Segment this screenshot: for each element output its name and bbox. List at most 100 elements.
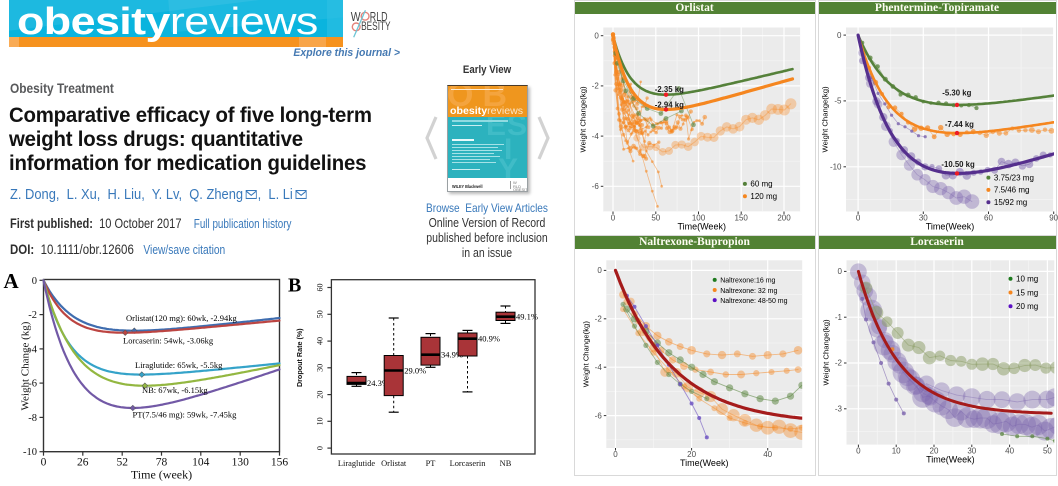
svg-text:150: 150 bbox=[735, 214, 749, 223]
svg-text:NB: 67wk, -6.15kg: NB: 67wk, -6.15kg bbox=[142, 385, 208, 395]
svg-text:34.9%: 34.9% bbox=[441, 350, 463, 360]
svg-text:0: 0 bbox=[856, 447, 861, 456]
svg-text:-2.94 kg: -2.94 kg bbox=[655, 100, 684, 109]
svg-text:0: 0 bbox=[856, 214, 861, 223]
svg-text:-4: -4 bbox=[28, 344, 37, 355]
svg-text:Naltrexone: 32 mg: Naltrexone: 32 mg bbox=[720, 288, 777, 295]
svg-text:Time(Week): Time(Week) bbox=[680, 458, 729, 468]
svg-text:-3: -3 bbox=[835, 405, 843, 414]
svg-text:15/92 mg: 15/92 mg bbox=[994, 198, 1027, 207]
svg-text:10 mg: 10 mg bbox=[1016, 275, 1038, 284]
svg-text:0: 0 bbox=[837, 31, 842, 40]
svg-text:Time(Week): Time(Week) bbox=[926, 455, 975, 465]
svg-text:29.0%: 29.0% bbox=[404, 366, 426, 376]
svg-text:Orlistat(120 mg): 60wk, -2.94k: Orlistat(120 mg): 60wk, -2.94kg bbox=[126, 313, 237, 323]
svg-text:-2.35 kg: -2.35 kg bbox=[655, 85, 684, 94]
svg-text:40: 40 bbox=[763, 450, 772, 459]
svg-text:Liraglutide: Liraglutide bbox=[338, 459, 375, 468]
svg-text:104: 104 bbox=[192, 457, 210, 469]
svg-text:0: 0 bbox=[594, 31, 599, 40]
svg-text:30: 30 bbox=[919, 214, 928, 223]
svg-text:Orlistat: Orlistat bbox=[381, 459, 407, 468]
svg-text:130: 130 bbox=[232, 457, 250, 469]
svg-text:0: 0 bbox=[613, 450, 618, 459]
svg-text:-10.50 kg: -10.50 kg bbox=[941, 160, 975, 169]
svg-text:-4: -4 bbox=[595, 363, 603, 372]
svg-text:60 mg: 60 mg bbox=[750, 180, 772, 189]
svg-text:50: 50 bbox=[1043, 447, 1052, 456]
svg-text:40: 40 bbox=[316, 337, 325, 345]
svg-text:-5: -5 bbox=[834, 97, 842, 106]
svg-text:Lorcaserin: 54wk, -3.06kg: Lorcaserin: 54wk, -3.06kg bbox=[123, 336, 214, 346]
svg-text:0: 0 bbox=[838, 267, 843, 276]
svg-text:200: 200 bbox=[777, 214, 791, 223]
svg-text:-5.30 kg: -5.30 kg bbox=[942, 89, 971, 98]
svg-text:100: 100 bbox=[692, 214, 706, 223]
svg-text:49.1%: 49.1% bbox=[516, 312, 538, 322]
svg-text:-8: -8 bbox=[28, 413, 37, 424]
svg-text:40: 40 bbox=[1005, 447, 1014, 456]
svg-text:Naltrexone:16 mg: Naltrexone:16 mg bbox=[720, 278, 775, 285]
svg-text:W: W bbox=[351, 9, 361, 24]
svg-text:-10: -10 bbox=[23, 447, 37, 458]
svg-text:-2: -2 bbox=[595, 315, 603, 324]
svg-text:-2: -2 bbox=[592, 82, 600, 91]
svg-text:NB: NB bbox=[500, 459, 512, 468]
svg-text:10: 10 bbox=[892, 447, 901, 456]
svg-text:78: 78 bbox=[156, 457, 168, 469]
svg-text:50: 50 bbox=[651, 214, 660, 223]
svg-text:90: 90 bbox=[1049, 214, 1058, 223]
svg-text:30: 30 bbox=[967, 447, 976, 456]
svg-text:A: A bbox=[4, 269, 20, 293]
svg-text:-6: -6 bbox=[592, 182, 600, 191]
svg-text:Weight Change(kg): Weight Change(kg) bbox=[579, 86, 588, 153]
svg-text:0: 0 bbox=[32, 276, 37, 287]
svg-text:60: 60 bbox=[315, 284, 324, 292]
svg-text:Time(Week): Time(Week) bbox=[926, 222, 975, 232]
svg-text:Liraglutide: 65wk, -5.5kg: Liraglutide: 65wk, -5.5kg bbox=[135, 360, 223, 370]
svg-text:20: 20 bbox=[687, 450, 696, 459]
svg-text:B: B bbox=[288, 275, 301, 297]
svg-text:0: 0 bbox=[41, 457, 47, 469]
svg-text:-4: -4 bbox=[592, 132, 600, 141]
svg-text:50: 50 bbox=[316, 310, 325, 318]
svg-text:0: 0 bbox=[597, 266, 602, 275]
svg-text:Time(Week): Time(Week) bbox=[677, 222, 726, 232]
svg-text:Dropout Rate (%): Dropout Rate (%) bbox=[295, 328, 304, 387]
svg-text:PT(7.5/46 mg): 59wk, -7.45kg: PT(7.5/46 mg): 59wk, -7.45kg bbox=[133, 410, 238, 420]
svg-text:26: 26 bbox=[77, 457, 89, 469]
svg-text:-7.44 kg: -7.44 kg bbox=[945, 120, 974, 129]
svg-text:0: 0 bbox=[611, 214, 616, 223]
svg-text:30: 30 bbox=[315, 364, 324, 372]
svg-text:20: 20 bbox=[930, 447, 939, 456]
svg-text:20 mg: 20 mg bbox=[1016, 302, 1038, 311]
svg-text:156: 156 bbox=[271, 457, 289, 469]
svg-text:-2: -2 bbox=[835, 359, 843, 368]
svg-text:10: 10 bbox=[315, 417, 324, 425]
svg-text:20: 20 bbox=[316, 391, 325, 399]
svg-text:PT: PT bbox=[426, 459, 436, 468]
svg-text:-6: -6 bbox=[28, 379, 37, 390]
svg-text:-2: -2 bbox=[28, 310, 37, 321]
svg-text:60: 60 bbox=[984, 214, 993, 223]
svg-text:Weight Change (kg): Weight Change (kg) bbox=[20, 321, 32, 410]
svg-text:BESITY: BESITY bbox=[361, 21, 391, 33]
svg-text:-1: -1 bbox=[835, 313, 843, 322]
svg-text:24.3%: 24.3% bbox=[367, 378, 389, 388]
svg-text:0: 0 bbox=[316, 446, 325, 450]
svg-text:Lorcaserin: Lorcaserin bbox=[450, 459, 487, 468]
svg-text:120 mg: 120 mg bbox=[750, 192, 777, 201]
svg-text:Weight Change(kg): Weight Change(kg) bbox=[822, 319, 831, 386]
svg-text:7.5/46 mg: 7.5/46 mg bbox=[994, 186, 1030, 195]
svg-text:15 mg: 15 mg bbox=[1016, 288, 1038, 297]
svg-text:RLD: RLD bbox=[370, 9, 388, 24]
svg-text:Naltrexone: 48-50 mg: Naltrexone: 48-50 mg bbox=[720, 298, 787, 305]
svg-text:40.9%: 40.9% bbox=[478, 334, 500, 344]
svg-text:Weight Change(kg): Weight Change(kg) bbox=[821, 86, 830, 153]
svg-text:52: 52 bbox=[116, 457, 128, 469]
svg-text:Time (week): Time (week) bbox=[131, 468, 192, 482]
svg-text:Weight Change(kg): Weight Change(kg) bbox=[581, 321, 590, 388]
svg-text:3.75/23 mg: 3.75/23 mg bbox=[994, 173, 1034, 182]
svg-text:-6: -6 bbox=[595, 411, 603, 420]
svg-text:-10: -10 bbox=[830, 163, 842, 172]
